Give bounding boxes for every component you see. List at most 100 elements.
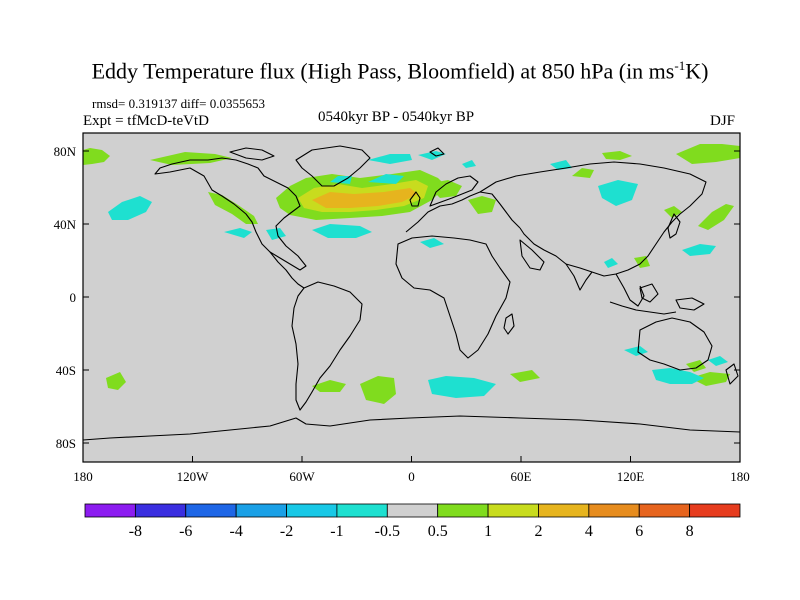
y-tick-label: 40S: [56, 363, 76, 378]
colorbar-swatch: [588, 503, 640, 518]
colorbar-label: 2: [534, 523, 542, 540]
coast-south-america: [291, 281, 363, 411]
shade-cyan-east-coast: [266, 228, 286, 240]
colorbar-label: 8: [686, 523, 694, 540]
coastlines: [82, 145, 741, 441]
tick-marks: [82, 150, 741, 462]
shade-cyan-north-pacific: [108, 196, 152, 220]
plot-title: Eddy Temperature flux (High Pass, Bloomf…: [0, 58, 800, 84]
y-tick-label: 80N: [54, 144, 77, 159]
coast-greenland: [295, 145, 371, 187]
plot-title-exponent: -1: [674, 58, 686, 73]
shade-green-south-indian: [510, 370, 540, 382]
x-tick-label: 120W: [177, 469, 210, 484]
colorbar-swatch: [437, 503, 489, 518]
shade-cyan-iceland: [368, 174, 404, 184]
shade-cyan-greenland-sea: [330, 176, 352, 184]
map-panel: 180 120W 60W 0 60E 120E 180 80N 40N 0 40…: [54, 132, 750, 484]
coast-japan: [667, 213, 681, 239]
colorbar-label: -2: [280, 523, 293, 540]
y-tick-label: 80S: [56, 436, 76, 451]
coast-central-america: [269, 251, 305, 289]
coast-madagascar: [503, 313, 515, 335]
x-tick-labels: 180 120W 60W 0 60E 120E 180: [73, 469, 750, 484]
coast-india: [565, 263, 593, 291]
colorbar-swatch: [487, 503, 539, 518]
shade-orange-north-atlantic: [312, 188, 418, 208]
shade-green-pacific-east: [698, 204, 734, 230]
colorbar-label: -4: [229, 523, 242, 540]
colorbar: -8 -6 -4 -2 -1 -0.5 0.5 1 2 4 6 8: [84, 503, 741, 540]
colorbar-swatch: [689, 503, 741, 518]
shade-cyan-indian-north: [604, 258, 618, 268]
y-tick-label: 40N: [54, 217, 77, 232]
experiment-label: Expt = tfMcD-teVtD: [83, 113, 209, 129]
x-tick-label: 60E: [511, 469, 532, 484]
stats-label: rmsd= 0.319137 diff= 0.0355653: [92, 96, 265, 111]
x-tick-label: 180: [73, 469, 93, 484]
shade-cyan-australia-south: [652, 368, 704, 384]
colorbar-swatch: [84, 503, 136, 518]
colorbar-swatch: [386, 503, 439, 518]
shade-green-japan: [664, 206, 682, 218]
coast-australia: [637, 317, 713, 371]
shade-green-arctic-west: [83, 148, 110, 165]
coast-africa: [395, 235, 511, 359]
plot-title-main: Eddy Temperature flux (High Pass, Bloomf…: [91, 58, 675, 84]
shade-green-scandinavia: [426, 180, 462, 198]
colorbar-label: -1: [330, 523, 343, 540]
colorbar-label: 1: [484, 523, 492, 540]
coast-new-zealand: [725, 363, 739, 385]
shade-cyan-south-atlantic: [428, 376, 496, 398]
colorbar-label: -6: [179, 523, 192, 540]
coast-europe: [405, 191, 521, 233]
shade-cyan-atlantic-mid: [312, 224, 372, 238]
x-tick-label: 60W: [289, 469, 315, 484]
x-tick-label: 180: [730, 469, 750, 484]
coast-svalbard: [429, 147, 445, 157]
shade-green-south-pacific: [106, 372, 126, 390]
coast-antarctica: [82, 415, 741, 441]
shade-green-south-atlantic: [360, 376, 396, 404]
shade-green-north-pacific: [208, 192, 258, 224]
colorbar-label: 6: [635, 523, 643, 540]
colorbar-swatch: [336, 503, 388, 518]
colorbar-swatch: [134, 503, 187, 518]
coast-scandinavia: [429, 175, 479, 207]
plot-title-tail: K): [685, 58, 709, 84]
shade-green-arctic-siberia: [602, 151, 632, 160]
coast-british-isles: [409, 191, 421, 207]
shade-green-siberia: [572, 168, 594, 178]
colorbar-swatch: [185, 503, 237, 518]
colorbar-swatch: [235, 503, 287, 518]
y-tick-label: 0: [70, 290, 77, 305]
y-tick-labels: 80N 40N 0 40S 80S: [54, 144, 77, 451]
shade-cyan-east-arctic: [462, 160, 476, 168]
shade-green-arctic-east: [676, 144, 740, 164]
shade-cyan-baffin: [418, 151, 446, 160]
season-label: DJF: [710, 113, 736, 129]
colorbar-swatch: [538, 503, 590, 518]
shade-cyan-arctic-cap: [368, 154, 412, 164]
colorbar-swatch: [286, 503, 338, 518]
shade-cyan-central-asia: [598, 180, 638, 206]
shade-green-south-atlantic-west: [312, 380, 346, 392]
shade-cyan-med: [420, 238, 444, 248]
colorbar-label: 4: [585, 523, 593, 540]
shade-cyan-tasman: [708, 356, 728, 366]
x-tick-label: 120E: [617, 469, 645, 484]
coast-borneo: [639, 283, 659, 303]
colorbar-label: 0.5: [428, 523, 448, 540]
shade-green-europe: [468, 196, 496, 214]
x-tick-label: 0: [408, 469, 415, 484]
coast-arctic-islands: [229, 147, 275, 161]
shade-cyan-gulf: [224, 228, 252, 238]
shade-green-arctic-center: [150, 152, 232, 165]
shade-cyan-south-pacific-east: [624, 346, 648, 356]
colorbar-label: -8: [129, 523, 142, 540]
shade-cyan-north-pacific-east: [682, 244, 716, 256]
shade-green-south-australia: [690, 372, 730, 386]
coast-indonesia: [609, 301, 677, 315]
coast-arabia: [519, 239, 545, 271]
